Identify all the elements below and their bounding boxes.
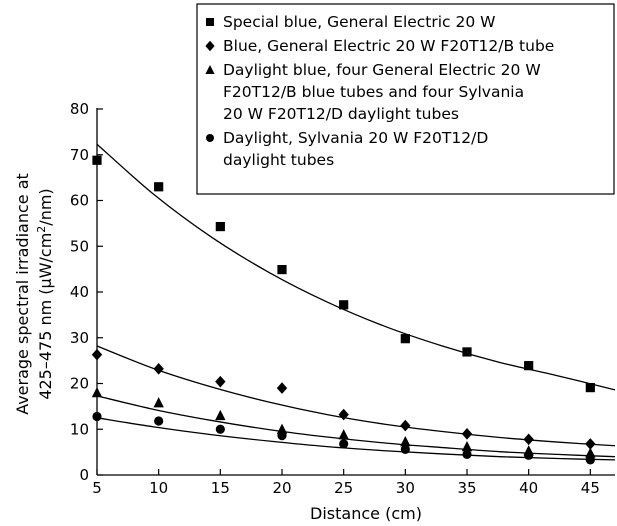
y-tick-label: 20 (70, 375, 89, 393)
data-point-series-2 (461, 428, 473, 440)
data-point-series-4 (92, 411, 102, 422)
y-tick-label: 30 (70, 329, 89, 347)
data-point-series-1 (524, 361, 534, 371)
data-point-series-2 (585, 438, 596, 450)
data-point-series-4 (339, 439, 349, 449)
legend-box (196, 3, 615, 195)
data-point-series-1 (339, 300, 349, 310)
x-tick-label: 45 (581, 479, 600, 497)
y-axis-title-line2-prefix: 425–475 nm (μW/cm (36, 233, 55, 400)
y-axis-title-line2: 425–475 nm (μW/cm2/nm) (35, 188, 55, 399)
x-tick-label: 5 (92, 479, 102, 497)
x-tick-label: 25 (334, 479, 353, 497)
data-point-series-1 (154, 182, 164, 192)
y-tick-label: 80 (70, 100, 89, 118)
legend-marker-series-4 (206, 134, 214, 142)
y-tick-label: 70 (70, 146, 89, 164)
legend-label-series-2: Blue, General Electric 20 W F20T12/B tub… (223, 37, 554, 55)
y-axis-title-line2-sup: 2 (35, 226, 48, 233)
data-point-series-4 (277, 431, 287, 441)
y-axis-title-group-2: 425–475 nm (μW/cm2/nm) (35, 188, 55, 399)
x-axis-title: Distance (cm) (310, 504, 422, 523)
legend-marker-series-3 (205, 65, 215, 74)
y-axis-title-line1: Average spectral irradiance at (13, 173, 32, 415)
data-point-series-1 (400, 334, 410, 344)
legend-marker-series-1 (206, 18, 214, 26)
data-point-series-2 (91, 348, 103, 361)
data-point-series-1 (462, 347, 472, 357)
data-point-series-3 (215, 409, 226, 421)
data-point-series-4 (585, 455, 595, 465)
data-point-series-1 (277, 264, 287, 275)
y-tick-label: 40 (70, 283, 89, 301)
x-tick-label: 20 (272, 479, 291, 497)
data-point-series-3 (400, 436, 411, 447)
data-point-series-4 (154, 416, 164, 426)
data-point-series-1 (585, 383, 595, 393)
data-point-series-2 (153, 363, 164, 375)
data-point-series-2 (338, 408, 349, 421)
data-point-series-1 (92, 155, 102, 165)
x-axis: 5 10 15 20 25 30 35 40 45 (92, 469, 600, 497)
data-point-series-2 (215, 375, 226, 388)
legend-label-series-3: Daylight blue, four General Electric 20 … (223, 61, 541, 79)
data-point-series-3 (338, 429, 349, 440)
y-tick-label: 60 (70, 192, 89, 210)
fit-curve-series-2 (96, 345, 616, 447)
y-axis-title-group: Average spectral irradiance at (13, 173, 32, 415)
data-point-series-3 (461, 441, 473, 452)
data-point-series-3 (91, 387, 103, 398)
legend-marker-series-2 (205, 40, 215, 52)
legend-label-series-4: Daylight, Sylvania 20 W F20T12/D (223, 129, 488, 147)
y-tick-label: 50 (70, 237, 89, 255)
data-point-series-2 (276, 382, 288, 394)
data-point-series-4 (462, 449, 472, 460)
data-point-series-3 (585, 447, 596, 458)
x-tick-label: 40 (519, 479, 538, 497)
data-point-series-1 (215, 221, 225, 232)
data-point-series-4 (524, 450, 534, 460)
fit-curve-series-3 (96, 395, 616, 458)
legend-label-series-4: daylight tubes (223, 151, 334, 169)
y-tick-label: 10 (70, 420, 89, 438)
data-point-series-3 (153, 397, 164, 408)
x-tick-label: 15 (211, 479, 230, 497)
legend-label-series-1: Special blue, General Electric 20 W (223, 13, 495, 31)
data-point-series-3 (276, 423, 288, 434)
legend-label-series-3: F20T12/B blue tubes and four Sylvania (223, 83, 524, 101)
y-axis: 0 10 20 30 40 50 60 70 80 (70, 100, 103, 484)
y-tick-label: 0 (79, 466, 89, 484)
data-point-series-2 (400, 419, 411, 432)
legend-label-series-3: 20 W F20T12/D daylight tubes (223, 105, 459, 123)
data-points (91, 155, 596, 465)
x-tick-label: 10 (149, 479, 168, 497)
x-tick-label: 30 (396, 479, 415, 497)
data-point-series-4 (400, 444, 410, 454)
data-point-series-4 (215, 424, 225, 434)
legend: Special blue, General Electric 20 W Blue,… (205, 13, 554, 169)
data-point-series-2 (523, 433, 534, 446)
y-axis-title-line2-suffix: /nm) (36, 188, 55, 225)
x-tick-label: 35 (457, 479, 476, 497)
